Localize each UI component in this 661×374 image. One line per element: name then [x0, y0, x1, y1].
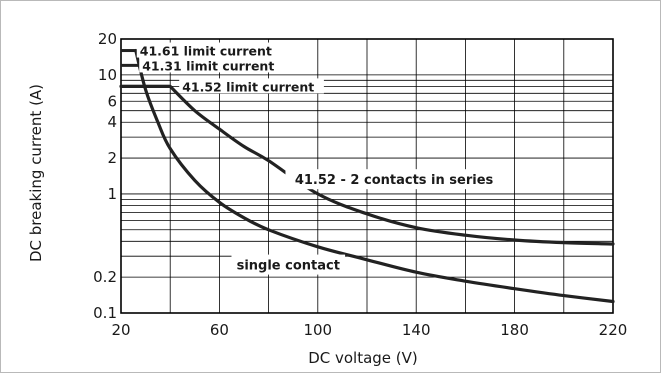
- y-axis-label: DC breaking current (A): [27, 84, 45, 262]
- limit-41-31-label: 41.31 limit current: [142, 58, 274, 73]
- annotation-41-52-series-bg: [285, 169, 503, 190]
- y-tick-label: 4: [107, 113, 117, 131]
- annotation-single-contact: single contact: [237, 259, 340, 274]
- y-tick-label: 1: [107, 185, 117, 203]
- curves: [119, 48, 615, 304]
- limit-41-31-label-bg: [139, 57, 284, 73]
- y-tick-label: 0.2: [93, 268, 117, 286]
- x-tick-label: 20: [111, 321, 130, 339]
- x-axis-label: DC voltage (V): [308, 349, 418, 367]
- chart-labels: 20 60 100 140 180 220 0.1 0.2 1 2 4 6 10 20 41.61 limi…: [93, 30, 627, 339]
- x-tick-label: 60: [210, 321, 229, 339]
- y-tick-label: 6: [107, 92, 117, 110]
- annotation-41-52-series: 41.52 - 2 contacts in series: [295, 173, 494, 188]
- y-tick-label: 0.1: [93, 304, 117, 322]
- x-tick-label: 140: [402, 321, 431, 339]
- annotation-single-contact-bg: [231, 254, 346, 275]
- y-tick-label: 2: [107, 149, 117, 167]
- x-tick-label: 180: [500, 321, 529, 339]
- x-tick-label: 100: [303, 321, 332, 339]
- x-tick-label: 220: [599, 321, 628, 339]
- grid: [121, 39, 613, 313]
- series-single-contact-curve: [134, 48, 615, 304]
- y-tick-label: 20: [98, 30, 117, 48]
- limit-41-61-label-bg: [136, 42, 282, 58]
- limit-41-52-label: 41.52 limit current: [182, 79, 314, 94]
- limit-41-61-label: 41.61 limit current: [140, 44, 272, 59]
- y-tick-label: 10: [98, 66, 117, 84]
- series-41-52-two-contacts-curve: [119, 84, 615, 246]
- plot-area: [120, 38, 614, 314]
- limit-41-52-label-bg: [179, 78, 324, 94]
